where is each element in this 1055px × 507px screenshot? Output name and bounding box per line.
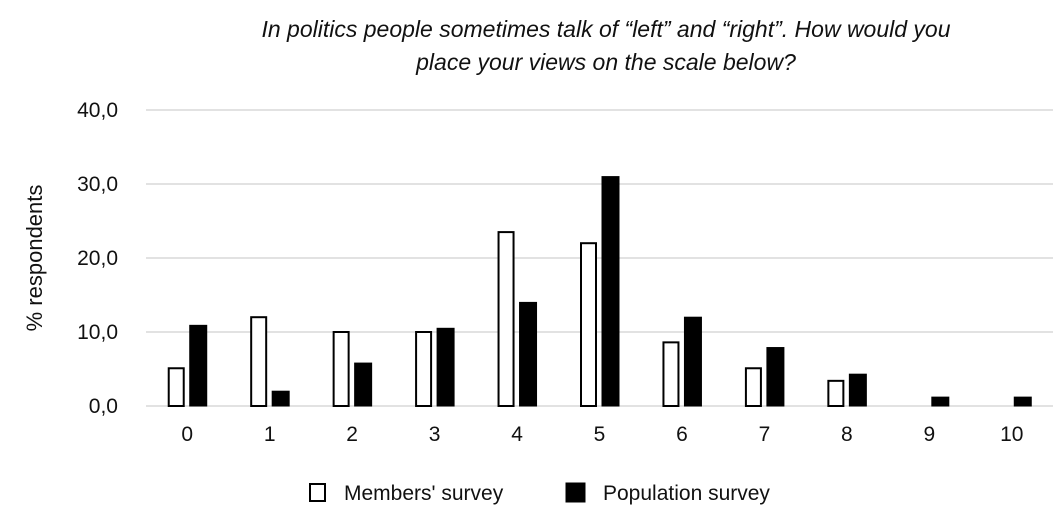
bar-population-10 bbox=[1013, 396, 1032, 407]
x-tick-label: 0 bbox=[181, 423, 193, 446]
bar-population-1 bbox=[271, 390, 290, 407]
x-tick-label: 5 bbox=[594, 423, 606, 446]
x-tick-label: 7 bbox=[759, 423, 771, 446]
x-tick-label: 8 bbox=[841, 423, 853, 446]
bar-population-4 bbox=[519, 301, 538, 407]
y-tick-label: 20,0 bbox=[77, 247, 118, 270]
legend-swatch-population bbox=[565, 482, 586, 503]
bar-members-8 bbox=[827, 379, 845, 407]
legend: Members' survey Population survey bbox=[309, 482, 770, 505]
bar-members-1 bbox=[250, 316, 268, 408]
x-axis-tick-labels: 0 1 2 3 4 5 6 7 8 9 10 bbox=[181, 423, 1023, 446]
y-tick-label: 10,0 bbox=[77, 321, 118, 344]
y-axis-tick-labels: 0,0 10,0 20,0 30,0 40,0 bbox=[77, 99, 118, 418]
chart-title-line-2: place your views on the scale below? bbox=[415, 49, 796, 75]
chart-title: In politics people sometimes talk of “le… bbox=[261, 16, 950, 75]
x-tick-label: 3 bbox=[429, 423, 441, 446]
y-tick-label: 0,0 bbox=[89, 395, 118, 418]
bars bbox=[167, 176, 1032, 408]
bar-population-9 bbox=[931, 396, 950, 407]
bar-population-3 bbox=[436, 327, 455, 407]
bar-population-2 bbox=[354, 362, 373, 407]
bar-members-4 bbox=[497, 231, 515, 407]
bar-members-0 bbox=[167, 367, 185, 408]
y-tick-label: 40,0 bbox=[77, 99, 118, 122]
bar-population-0 bbox=[189, 324, 208, 407]
bar-population-5 bbox=[601, 176, 620, 407]
y-axis-title: % respondents bbox=[22, 185, 47, 332]
x-tick-label: 10 bbox=[1000, 423, 1023, 446]
bar-members-3 bbox=[415, 331, 433, 407]
chart-title-line-1: In politics people sometimes talk of “le… bbox=[261, 16, 950, 42]
legend-label-members: Members' survey bbox=[344, 482, 504, 505]
x-tick-label: 2 bbox=[346, 423, 358, 446]
x-tick-label: 9 bbox=[923, 423, 935, 446]
bar-population-8 bbox=[848, 373, 867, 407]
legend-label-population: Population survey bbox=[603, 482, 770, 505]
bar-members-5 bbox=[580, 242, 597, 407]
x-tick-label: 1 bbox=[264, 423, 276, 446]
legend-swatch-members bbox=[309, 483, 326, 502]
bar-members-7 bbox=[744, 367, 762, 408]
y-tick-label: 30,0 bbox=[77, 173, 118, 196]
bar-members-2 bbox=[332, 331, 350, 407]
gridlines bbox=[146, 109, 1053, 407]
bar-population-7 bbox=[766, 347, 785, 407]
x-tick-label: 4 bbox=[511, 423, 523, 446]
bar-members-6 bbox=[662, 341, 680, 407]
bar-population-6 bbox=[683, 316, 702, 407]
x-tick-label: 6 bbox=[676, 423, 688, 446]
